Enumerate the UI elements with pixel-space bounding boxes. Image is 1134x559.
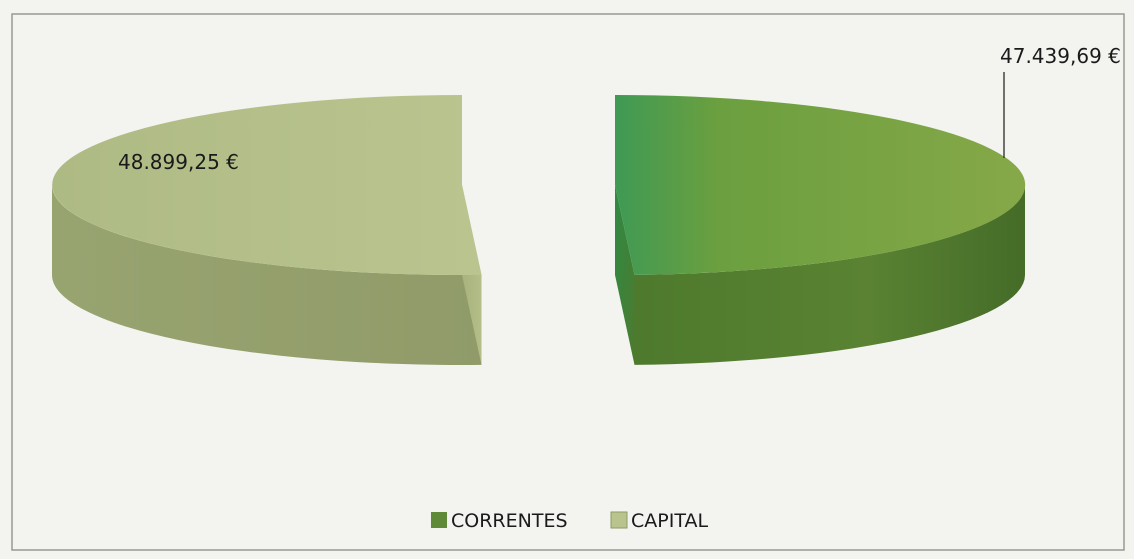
pie-slice-capital (52, 95, 482, 366)
pie-slice-correntes-cut-face (615, 185, 635, 365)
pie-slice-correntes-side (634, 185, 1025, 365)
data-labels: 47.439,69 € 48.899,25 € (118, 44, 1121, 174)
legend-label-capital: CAPITAL (631, 510, 708, 532)
legend-swatch-correntes (431, 512, 447, 528)
data-label-correntes: 47.439,69 € (1000, 44, 1121, 68)
legend-label-correntes: CORRENTES (451, 510, 568, 532)
pie-slice-capital-side (52, 185, 482, 366)
legend: CORRENTES CAPITAL (431, 510, 708, 532)
pie-slice-correntes (615, 94, 1026, 365)
data-label-capital: 48.899,25 € (118, 150, 239, 174)
pie-slices (52, 94, 1026, 366)
pie-slice-correntes-top (615, 94, 1026, 275)
pie-slice-capital-top (52, 95, 482, 275)
legend-swatch-capital (610, 511, 628, 529)
